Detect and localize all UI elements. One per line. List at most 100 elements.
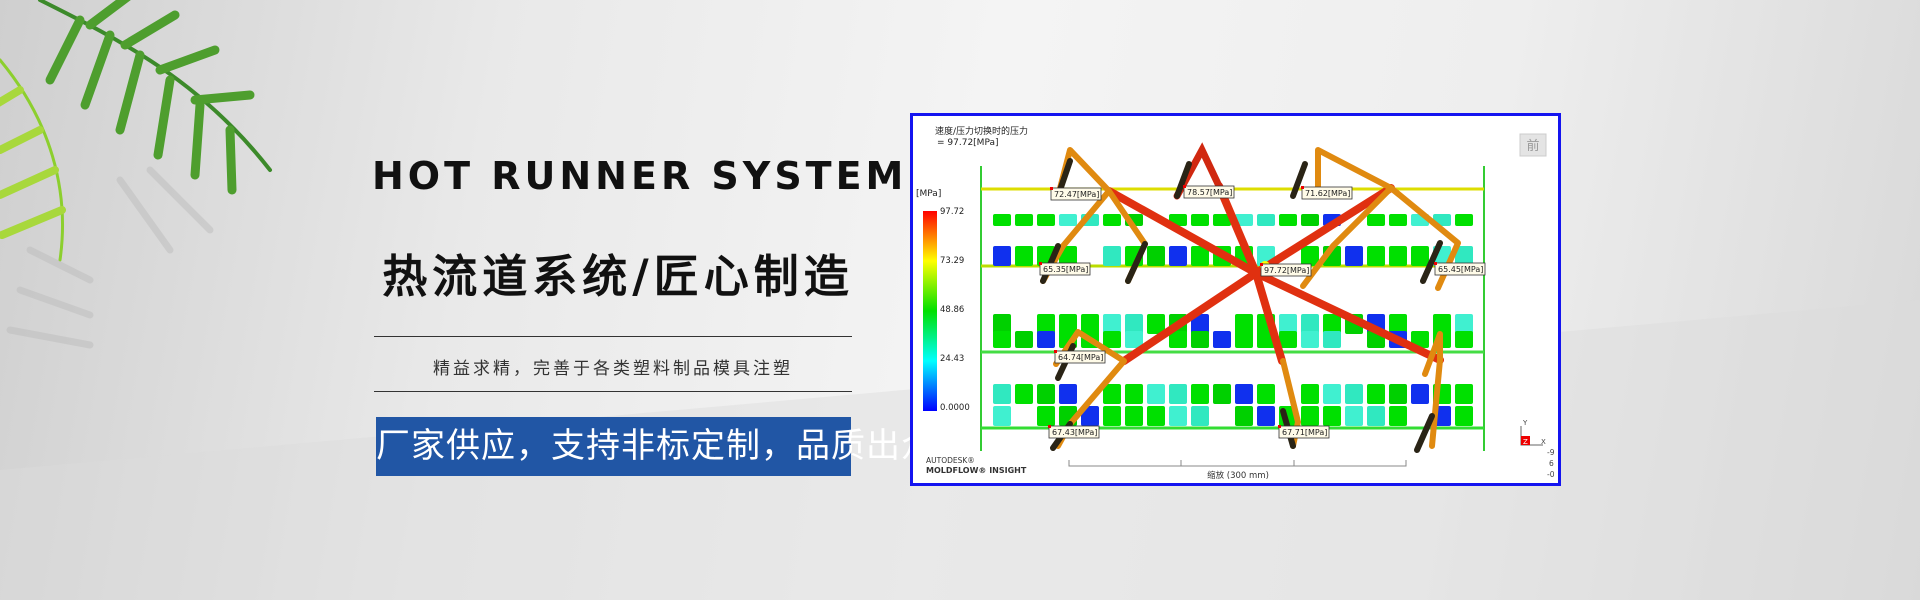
cavity-cell	[1147, 384, 1165, 404]
cavity-cell	[993, 214, 1011, 226]
pressure-label: 67.71[MPa]	[1282, 428, 1327, 437]
divider-bottom	[374, 391, 852, 392]
cavity-cell	[1323, 331, 1341, 348]
cavity-cell	[1037, 214, 1055, 226]
moldflow-simulation-panel: 速度/压力切换时的压力 = 97.72[MPa] [MPa] 97.72 73.2…	[910, 113, 1561, 486]
cavity-cell	[1125, 314, 1143, 334]
cavity-cell	[1213, 331, 1231, 348]
cavity-cell	[1213, 214, 1231, 226]
cavity-cell	[1081, 314, 1099, 334]
nozzle-drop-pipe	[1300, 185, 1394, 289]
cavity-cell	[1235, 314, 1253, 334]
cavity-cell	[1037, 406, 1055, 426]
hot-runner-pipe	[1252, 184, 1395, 277]
cavity-cell	[993, 384, 1011, 404]
pressure-label: 72.47[MPa]	[1054, 190, 1099, 199]
hot-runner-pipe	[1215, 182, 1260, 277]
svg-text:-9: -9	[1547, 448, 1555, 457]
cavity-cell	[1389, 384, 1407, 404]
probe-marker	[1050, 187, 1053, 190]
pressure-label-box	[1048, 425, 1100, 439]
cavity-cell	[1433, 314, 1451, 334]
cavity-cell	[1125, 331, 1143, 348]
svg-text:6: 6	[1549, 459, 1554, 468]
cavity-cell	[1323, 406, 1341, 426]
cavity-cell	[1103, 246, 1121, 266]
cavity-cell	[1015, 246, 1033, 266]
cavity-cell	[1037, 331, 1055, 348]
pressure-label: 65.45[MPa]	[1438, 265, 1483, 274]
divider-top	[374, 336, 852, 337]
cavity-cell	[1411, 384, 1429, 404]
cavity-cell	[1257, 406, 1275, 426]
pressure-label-box	[1434, 262, 1486, 276]
chinese-title: 热流道系统/匠心制造	[382, 250, 854, 303]
cavity-cell	[1235, 406, 1253, 426]
result-title: 速度/压力切换时的压力	[935, 125, 1028, 137]
nozzle-tip	[1174, 161, 1192, 199]
result-value: = 97.72[MPa]	[937, 138, 999, 148]
cavity-cell	[1323, 314, 1341, 334]
scale-tick-label: 97.72	[940, 207, 964, 217]
cavity-cell	[1125, 384, 1143, 404]
cavity-cell	[1169, 384, 1187, 404]
front-view-label: 前	[1526, 138, 1539, 154]
moldflow-logo: MOLDFLOW® INSIGHT	[926, 466, 1027, 475]
cavity-cell	[1367, 246, 1385, 266]
cavity-cell	[1103, 406, 1121, 426]
probe-marker	[1278, 425, 1281, 428]
svg-text:X: X	[1541, 438, 1546, 446]
cavity-cell	[1455, 246, 1473, 266]
cavity-cell	[1191, 406, 1209, 426]
cavity-cell	[1455, 406, 1473, 426]
probe-marker	[1048, 425, 1051, 428]
probe-marker	[1434, 262, 1437, 265]
cta-banner[interactable]: 厂家供应，支持非标定制，品质出众	[376, 417, 935, 476]
hot-runner-pipe	[1252, 269, 1444, 364]
nozzle-tip	[1125, 241, 1148, 284]
pressure-label: 64.74[MPa]	[1058, 353, 1103, 362]
pressure-label: 71.62[MPa]	[1305, 189, 1350, 198]
cavity-cell	[993, 314, 1011, 334]
probe-marker	[1260, 263, 1263, 266]
pressure-label: 65.35[MPa]	[1043, 265, 1088, 274]
english-title: HOT RUNNER SYSTEM	[372, 154, 908, 198]
pressure-label-box	[1050, 187, 1102, 201]
cavity-cell	[1147, 314, 1165, 334]
axis-triad: Y Z X -9 6 -0	[1520, 419, 1555, 479]
pressure-label-box	[1039, 262, 1091, 276]
cavity-cell	[1191, 314, 1209, 334]
subtitle: 精益求精，完善于各类塑料制品模具注塑	[433, 359, 793, 379]
cavity-cell	[1191, 214, 1209, 226]
nozzle-tip	[1420, 240, 1443, 284]
pressure-label: 78.57[MPa]	[1187, 188, 1232, 197]
cavity-cell	[1367, 406, 1385, 426]
cavity-cell	[1081, 406, 1099, 426]
cavity-cell	[1235, 331, 1253, 348]
cavity-cell	[1059, 214, 1077, 226]
cavity-cell	[1455, 314, 1473, 334]
scale-tick-label: 24.43	[940, 354, 964, 364]
cavity-cell	[1411, 246, 1429, 266]
cavity-cell	[1389, 214, 1407, 226]
cavity-cell	[1301, 246, 1319, 266]
cavity-cell	[1059, 314, 1077, 334]
cavity-cell	[1323, 384, 1341, 404]
cavity-cell	[1147, 406, 1165, 426]
cavity-cell	[1345, 384, 1363, 404]
nozzle-drop-pipe	[1422, 331, 1443, 449]
cavity-cell	[1103, 384, 1121, 404]
cavity-cell	[1301, 384, 1319, 404]
color-scale-bar	[923, 211, 937, 411]
cavity-cell	[1301, 314, 1319, 334]
pressure-label: 67.43[MPa]	[1052, 428, 1097, 437]
front-view-button[interactable]	[1519, 133, 1547, 157]
cavity-cell	[1345, 406, 1363, 426]
pressure-label-box	[1301, 186, 1353, 200]
cavity-cell	[1257, 214, 1275, 226]
cavity-cell	[1169, 406, 1187, 426]
probe-marker	[1054, 350, 1057, 353]
cavity-cell	[1103, 214, 1121, 226]
probe-marker	[1039, 262, 1042, 265]
pressure-label: 97.72[MPa]	[1264, 266, 1309, 275]
